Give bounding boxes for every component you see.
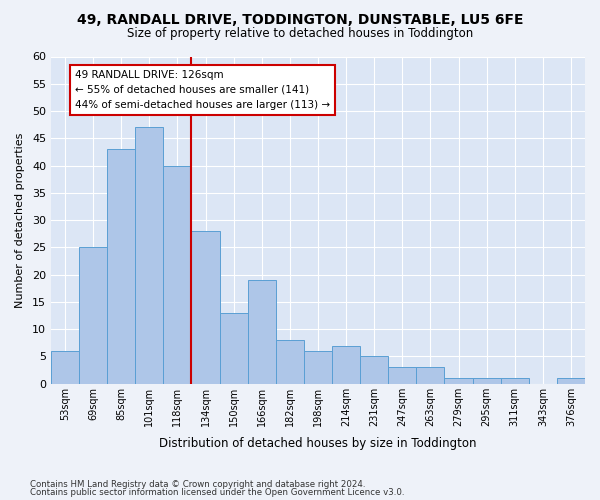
Bar (473, 378, 500, 384)
Bar (220, 313, 248, 384)
Bar (388, 368, 416, 384)
Bar (332, 346, 360, 384)
Text: Size of property relative to detached houses in Toddington: Size of property relative to detached ho… (127, 28, 473, 40)
Bar (360, 356, 388, 384)
Bar (276, 340, 304, 384)
Bar (51, 351, 79, 384)
Bar (416, 368, 445, 384)
Bar (500, 378, 529, 384)
Bar (248, 280, 276, 384)
Y-axis label: Number of detached properties: Number of detached properties (15, 132, 25, 308)
Bar (79, 248, 107, 384)
Text: Contains public sector information licensed under the Open Government Licence v3: Contains public sector information licen… (30, 488, 404, 497)
X-axis label: Distribution of detached houses by size in Toddington: Distribution of detached houses by size … (159, 437, 477, 450)
Bar (107, 149, 135, 384)
Bar (191, 231, 220, 384)
Bar (135, 128, 163, 384)
Bar (163, 166, 191, 384)
Bar (304, 351, 332, 384)
Bar (557, 378, 585, 384)
Text: Contains HM Land Registry data © Crown copyright and database right 2024.: Contains HM Land Registry data © Crown c… (30, 480, 365, 489)
Text: 49, RANDALL DRIVE, TODDINGTON, DUNSTABLE, LU5 6FE: 49, RANDALL DRIVE, TODDINGTON, DUNSTABLE… (77, 12, 523, 26)
Bar (445, 378, 473, 384)
Text: 49 RANDALL DRIVE: 126sqm
← 55% of detached houses are smaller (141)
44% of semi-: 49 RANDALL DRIVE: 126sqm ← 55% of detach… (75, 70, 330, 110)
